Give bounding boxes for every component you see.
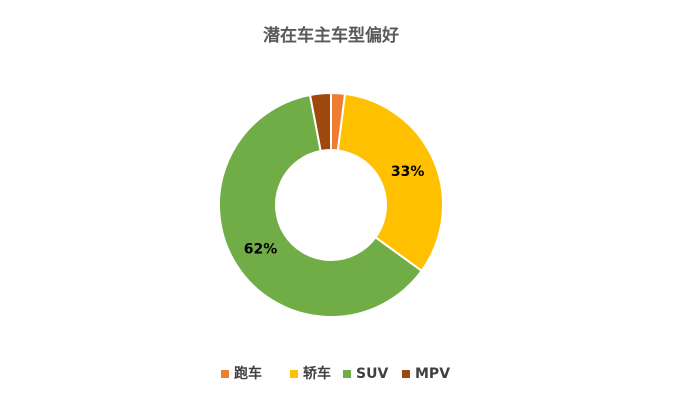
legend-label: 跑车 xyxy=(234,365,262,382)
legend-label: MPV xyxy=(415,366,450,382)
donut-slice xyxy=(308,91,332,153)
data-label: 62% xyxy=(244,242,278,258)
legend-swatch xyxy=(290,370,298,378)
legend-label: 轿车 xyxy=(303,365,331,382)
donut-slice xyxy=(336,92,444,273)
legend-swatch xyxy=(402,370,410,378)
legend-swatch xyxy=(221,370,229,378)
chart-title: 潜在车主车型偏好 xyxy=(263,25,399,46)
legend-label: SUV xyxy=(356,366,388,382)
donut-slice xyxy=(218,93,424,318)
data-label: 33% xyxy=(391,164,425,180)
legend-swatch xyxy=(343,370,351,378)
